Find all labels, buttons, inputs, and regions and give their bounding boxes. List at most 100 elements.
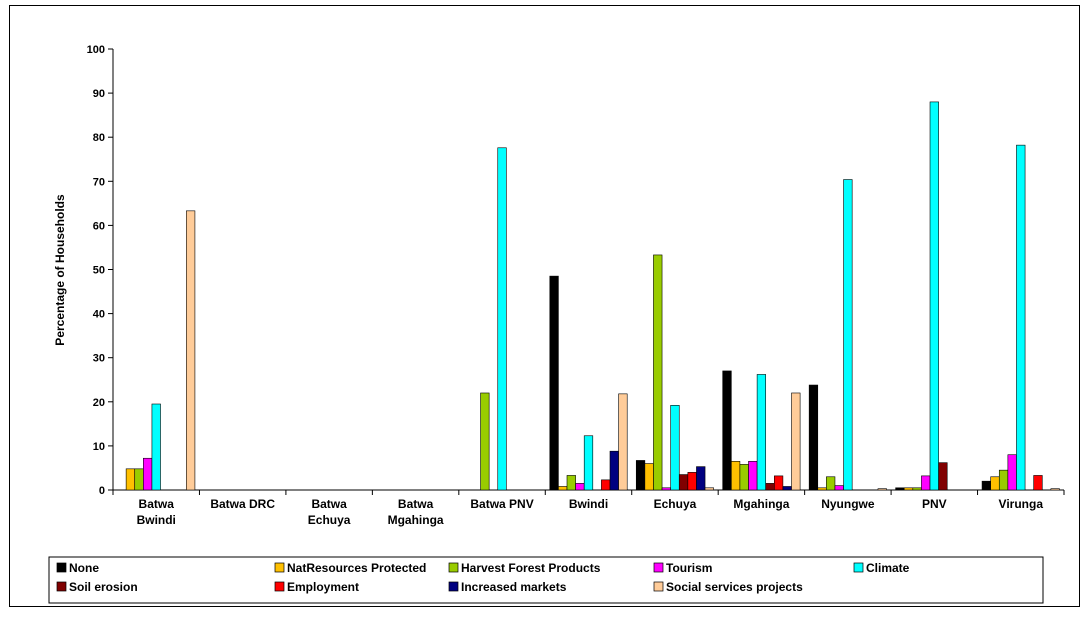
bar	[878, 489, 887, 490]
bar	[645, 464, 654, 490]
x-tick-label-line: Bwindi	[569, 497, 608, 511]
bar	[481, 393, 490, 490]
bar	[1051, 489, 1060, 490]
bar	[135, 469, 144, 490]
legend-swatch	[654, 582, 663, 591]
legend-label: NatResources Protected	[287, 561, 426, 575]
bar	[1016, 145, 1025, 490]
bar	[498, 148, 507, 490]
bar	[601, 480, 610, 490]
legend-label: None	[69, 561, 99, 575]
bar	[913, 488, 922, 490]
bar	[610, 451, 619, 490]
bar	[186, 211, 195, 490]
legend-label: Soil erosion	[69, 580, 138, 594]
bar	[783, 486, 792, 490]
bar	[757, 374, 766, 490]
y-axis-label: Percentage of Households	[53, 194, 67, 346]
bar	[1034, 475, 1043, 490]
bar	[567, 475, 576, 490]
x-tick-label-line: Batwa	[311, 497, 347, 511]
bar	[982, 481, 991, 490]
bar	[723, 371, 732, 490]
bar	[896, 488, 905, 490]
legend: None NatResources Protected Harvest Forest…	[49, 557, 1043, 603]
bar	[662, 488, 671, 490]
bar	[999, 470, 1008, 490]
y-tick-label: 10	[93, 441, 105, 453]
x-tick-label-line: Batwa PNV	[470, 497, 533, 511]
bar	[705, 488, 714, 490]
y-tick-label: 50	[93, 265, 105, 277]
x-tick-label: PNV	[922, 497, 947, 511]
bar	[671, 405, 680, 490]
x-tick-label: Batwa DRC	[210, 497, 275, 511]
bar	[766, 483, 775, 490]
x-tick-label-line: Virunga	[999, 497, 1044, 511]
bar	[1008, 455, 1017, 490]
legend-swatch	[57, 582, 66, 591]
bar	[826, 477, 835, 490]
bar	[731, 461, 740, 490]
bar	[835, 486, 844, 490]
legend-swatch	[275, 582, 284, 591]
legend-label: Social services projects	[666, 580, 803, 594]
bar	[774, 476, 783, 490]
bar	[143, 458, 152, 490]
x-tick-label: Mgahinga	[733, 497, 789, 511]
y-tick-label: 70	[93, 176, 105, 188]
x-tick-label-line: Nyungwe	[821, 497, 875, 511]
bar	[576, 483, 585, 490]
x-tick-label-line: PNV	[922, 497, 947, 511]
bar	[636, 460, 645, 490]
bar	[939, 463, 948, 490]
x-tick-label: Batwa PNV	[470, 497, 533, 511]
y-tick-label: 30	[93, 353, 105, 365]
x-tick-label-line: Mgahinga	[388, 513, 444, 527]
bar	[584, 436, 593, 490]
legend-label: Employment	[287, 580, 359, 594]
x-tick-label: Nyungwe	[821, 497, 875, 511]
legend-label: Climate	[866, 561, 910, 575]
legend-swatch	[854, 563, 863, 572]
bar	[126, 469, 135, 490]
x-tick-label-line: Echuya	[654, 497, 697, 511]
x-tick-label-line: Batwa	[139, 497, 175, 511]
bar	[809, 385, 818, 490]
legend-label: Increased markets	[461, 580, 567, 594]
y-tick-label: 100	[87, 44, 105, 56]
legend-label: Tourism	[666, 561, 712, 575]
x-tick-label-line: Batwa DRC	[210, 497, 275, 511]
x-tick-label-line: Bwindi	[137, 513, 176, 527]
y-tick-label: 90	[93, 88, 105, 100]
bar	[904, 488, 913, 490]
bar	[818, 488, 827, 490]
bar	[653, 255, 662, 490]
bar	[921, 476, 930, 490]
bar	[619, 394, 628, 490]
legend-label: Harvest Forest Products	[461, 561, 601, 575]
legend-swatch	[449, 563, 458, 572]
bar	[740, 464, 749, 490]
legend-swatch	[275, 563, 284, 572]
y-tick-label: 20	[93, 397, 105, 409]
y-tick-label: 80	[93, 132, 105, 144]
bar	[844, 180, 853, 490]
x-tick-label: Echuya	[654, 497, 697, 511]
x-tick-label: Bwindi	[569, 497, 608, 511]
legend-swatch	[449, 582, 458, 591]
bar	[930, 102, 939, 490]
bar	[696, 467, 705, 490]
bar	[688, 472, 697, 490]
y-tick-label: 60	[93, 220, 105, 232]
bar	[550, 276, 559, 490]
bar	[679, 475, 688, 490]
bar	[749, 461, 758, 490]
x-tick-label-line: Mgahinga	[733, 497, 789, 511]
bar	[152, 404, 161, 490]
x-tick-label-line: Echuya	[308, 513, 351, 527]
bar	[991, 477, 1000, 490]
x-tick-label-line: Batwa	[398, 497, 434, 511]
x-tick-label: Virunga	[999, 497, 1044, 511]
